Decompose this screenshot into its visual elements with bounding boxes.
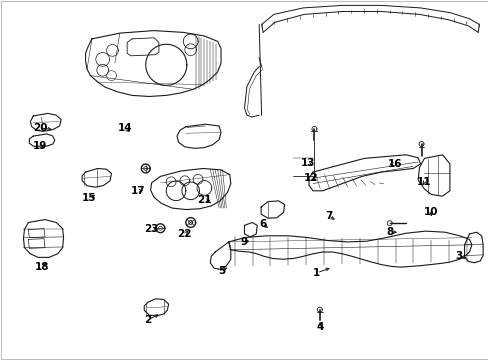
Text: 6: 6 <box>259 219 265 229</box>
Text: 9: 9 <box>241 237 247 247</box>
Text: 17: 17 <box>131 186 145 196</box>
Text: 20: 20 <box>33 123 47 133</box>
Text: 23: 23 <box>144 224 159 234</box>
Text: 1: 1 <box>313 268 320 278</box>
Text: 3: 3 <box>454 251 461 261</box>
Text: 7: 7 <box>324 211 332 221</box>
Text: 19: 19 <box>33 141 47 151</box>
Text: 12: 12 <box>304 173 318 183</box>
Text: 18: 18 <box>35 262 49 272</box>
Text: 14: 14 <box>118 123 132 133</box>
Text: 11: 11 <box>416 177 431 187</box>
Text: 2: 2 <box>144 315 151 325</box>
Text: 5: 5 <box>218 266 224 276</box>
Text: 21: 21 <box>197 195 211 205</box>
Text: 4: 4 <box>315 322 323 332</box>
Text: 8: 8 <box>386 227 392 237</box>
Text: 15: 15 <box>81 193 96 203</box>
Text: 22: 22 <box>177 229 192 239</box>
Text: 16: 16 <box>387 159 402 169</box>
Text: 10: 10 <box>423 207 438 217</box>
Text: 13: 13 <box>300 158 315 168</box>
